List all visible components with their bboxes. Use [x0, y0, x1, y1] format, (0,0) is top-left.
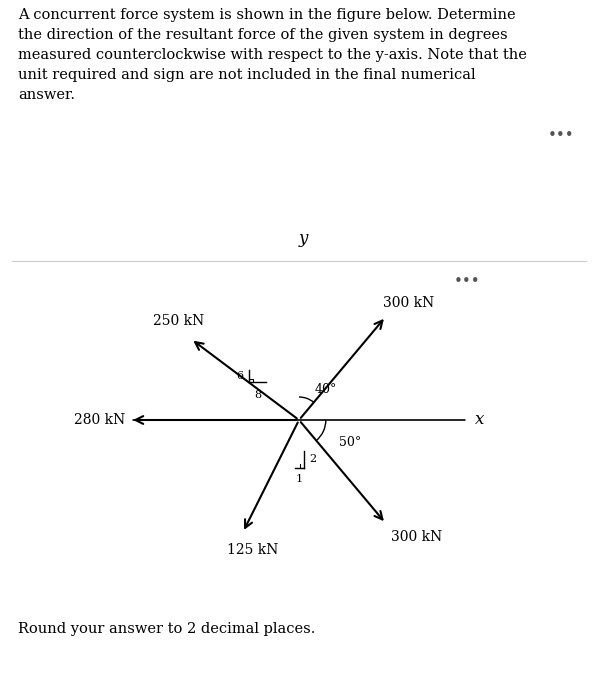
Text: x: x: [475, 412, 485, 428]
Text: •••: •••: [453, 274, 480, 289]
Text: •••: •••: [547, 127, 574, 143]
Text: 300 kN: 300 kN: [391, 531, 443, 545]
Text: Round your answer to 2 decimal places.: Round your answer to 2 decimal places.: [18, 622, 315, 636]
Text: A concurrent force system is shown in the figure below. Determine
the direction : A concurrent force system is shown in th…: [18, 8, 527, 102]
Text: 1: 1: [296, 474, 303, 484]
Text: 50°: 50°: [339, 437, 361, 449]
Text: 280 kN: 280 kN: [75, 413, 126, 427]
Text: y: y: [299, 230, 309, 246]
Text: 300 kN: 300 kN: [383, 295, 435, 309]
Text: 250 kN: 250 kN: [152, 314, 204, 328]
Text: 2: 2: [310, 454, 317, 464]
Text: 40°: 40°: [315, 383, 337, 395]
Text: 125 kN: 125 kN: [227, 542, 279, 556]
Text: 8: 8: [254, 390, 261, 400]
Text: 6: 6: [236, 371, 243, 381]
